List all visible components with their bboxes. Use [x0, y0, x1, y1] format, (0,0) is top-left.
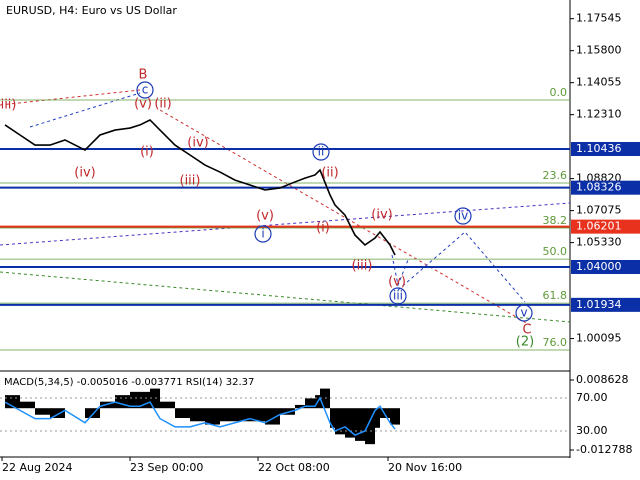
price-line [4, 119, 396, 256]
wave-label: (iv) [74, 166, 95, 181]
macd-bar [160, 401, 175, 409]
macd-bar [330, 408, 335, 428]
wave-label: iv [458, 209, 468, 223]
wave-label: (ii) [321, 166, 338, 181]
macd-bar [50, 408, 65, 419]
wave-label: (i) [140, 145, 154, 160]
wave-label: v [520, 306, 527, 320]
macd-bar [365, 408, 375, 445]
macd-bar [85, 408, 100, 419]
wave-label: B [139, 68, 148, 83]
trend-line [0, 202, 571, 246]
level-label: 1.08326 [576, 181, 622, 194]
x-tick-label: 22 Aug 2024 [2, 461, 72, 474]
level-label: 1.04000 [576, 260, 622, 273]
wave-label: (iv) [187, 136, 208, 151]
y-tick-label: 0.008628 [576, 373, 629, 386]
fib-label: 38.2 [543, 214, 568, 227]
y-tick-label: 1.14055 [576, 76, 622, 89]
wave-circle [136, 81, 154, 99]
wave-label: C [522, 323, 531, 338]
y-tick-label: -0.012788 [576, 443, 632, 456]
macd-bar [390, 408, 395, 425]
level-tag [571, 180, 640, 195]
fib-label: 0.0 [550, 86, 568, 99]
projection-line [391, 254, 409, 287]
level-label: 1.06201 [576, 220, 622, 233]
wave-circle [454, 207, 472, 225]
wave-label: (i) [316, 221, 330, 236]
macd-bar [220, 408, 235, 422]
y-tick-label: 1.15800 [576, 44, 622, 57]
trend-line [159, 109, 531, 326]
macd-bar [345, 408, 355, 438]
macd-bar [130, 391, 140, 409]
wave-label: (v) [388, 275, 406, 290]
macd-bar [355, 408, 365, 441]
macd-bar [205, 408, 220, 425]
y-tick-label: 1.05330 [576, 236, 622, 249]
macd-bar [250, 408, 265, 422]
level-tag [571, 142, 640, 157]
level-label: 1.10436 [576, 142, 622, 155]
y2-tick-label: 70.00 [576, 391, 608, 404]
macd-bar [235, 408, 250, 422]
wave-label: (iii) [352, 259, 373, 274]
wave-label: (iv) [371, 208, 392, 223]
macd-bar [295, 404, 305, 409]
level-tag [571, 259, 640, 274]
fib-label: 76.0 [543, 336, 568, 349]
wave-label: (ii) [154, 97, 171, 112]
wave-circle [312, 143, 330, 161]
wave-label: (iii) [180, 174, 201, 189]
macd-bar [280, 408, 295, 415]
wave-circle [389, 287, 407, 305]
rsi-line [4, 396, 396, 436]
indicator-title: MACD(5,34,5) -0.005016 -0.003771 RSI(14)… [4, 377, 254, 388]
chart-title: EURUSD, H4: Euro vs US Dollar [6, 4, 177, 17]
trend-line [0, 271, 571, 323]
wave-label: (v) [256, 209, 274, 224]
x-tick-label: 20 Nov 16:00 [388, 461, 462, 474]
trend-line [29, 92, 141, 128]
macd-bar [395, 408, 400, 425]
wave-label: iii [393, 289, 403, 303]
y-tick-label: 1.07075 [576, 204, 622, 217]
level-tag [571, 219, 640, 234]
wave-label: c [142, 83, 149, 97]
macd-bar [140, 391, 150, 409]
macd-bar [335, 408, 345, 435]
y-tick-label: 1.12310 [576, 108, 622, 121]
fib-label: 50.0 [543, 245, 568, 258]
fib-label: 61.8 [543, 289, 568, 302]
wave-circle [515, 304, 533, 322]
macd-bar [190, 408, 205, 422]
y-tick-label: 1.17545 [576, 12, 622, 25]
level-label: 1.01934 [576, 298, 622, 311]
x-tick-label: 22 Oct 08:00 [258, 461, 330, 474]
y-tick-label: 1.00095 [576, 332, 622, 345]
x-tick-label: 23 Sep 00:00 [130, 461, 203, 474]
level-tag [571, 297, 640, 312]
macd-bar [305, 398, 315, 409]
wave-label: (iii) [0, 98, 16, 113]
y2-tick-label: 30.00 [576, 424, 608, 437]
macd-bar [175, 408, 190, 419]
macd-bar [20, 401, 35, 409]
projection-line [397, 231, 526, 303]
wave-label: (v) [134, 97, 152, 112]
fib-label: 23.6 [543, 169, 568, 182]
wave-label: i [261, 227, 264, 241]
macd-bar [375, 408, 380, 428]
wave-circle [254, 225, 272, 243]
wave-label: ii [318, 145, 325, 159]
wave-lines [0, 89, 571, 326]
macd-bar [35, 408, 50, 415]
wave-label: (2) [516, 335, 534, 350]
